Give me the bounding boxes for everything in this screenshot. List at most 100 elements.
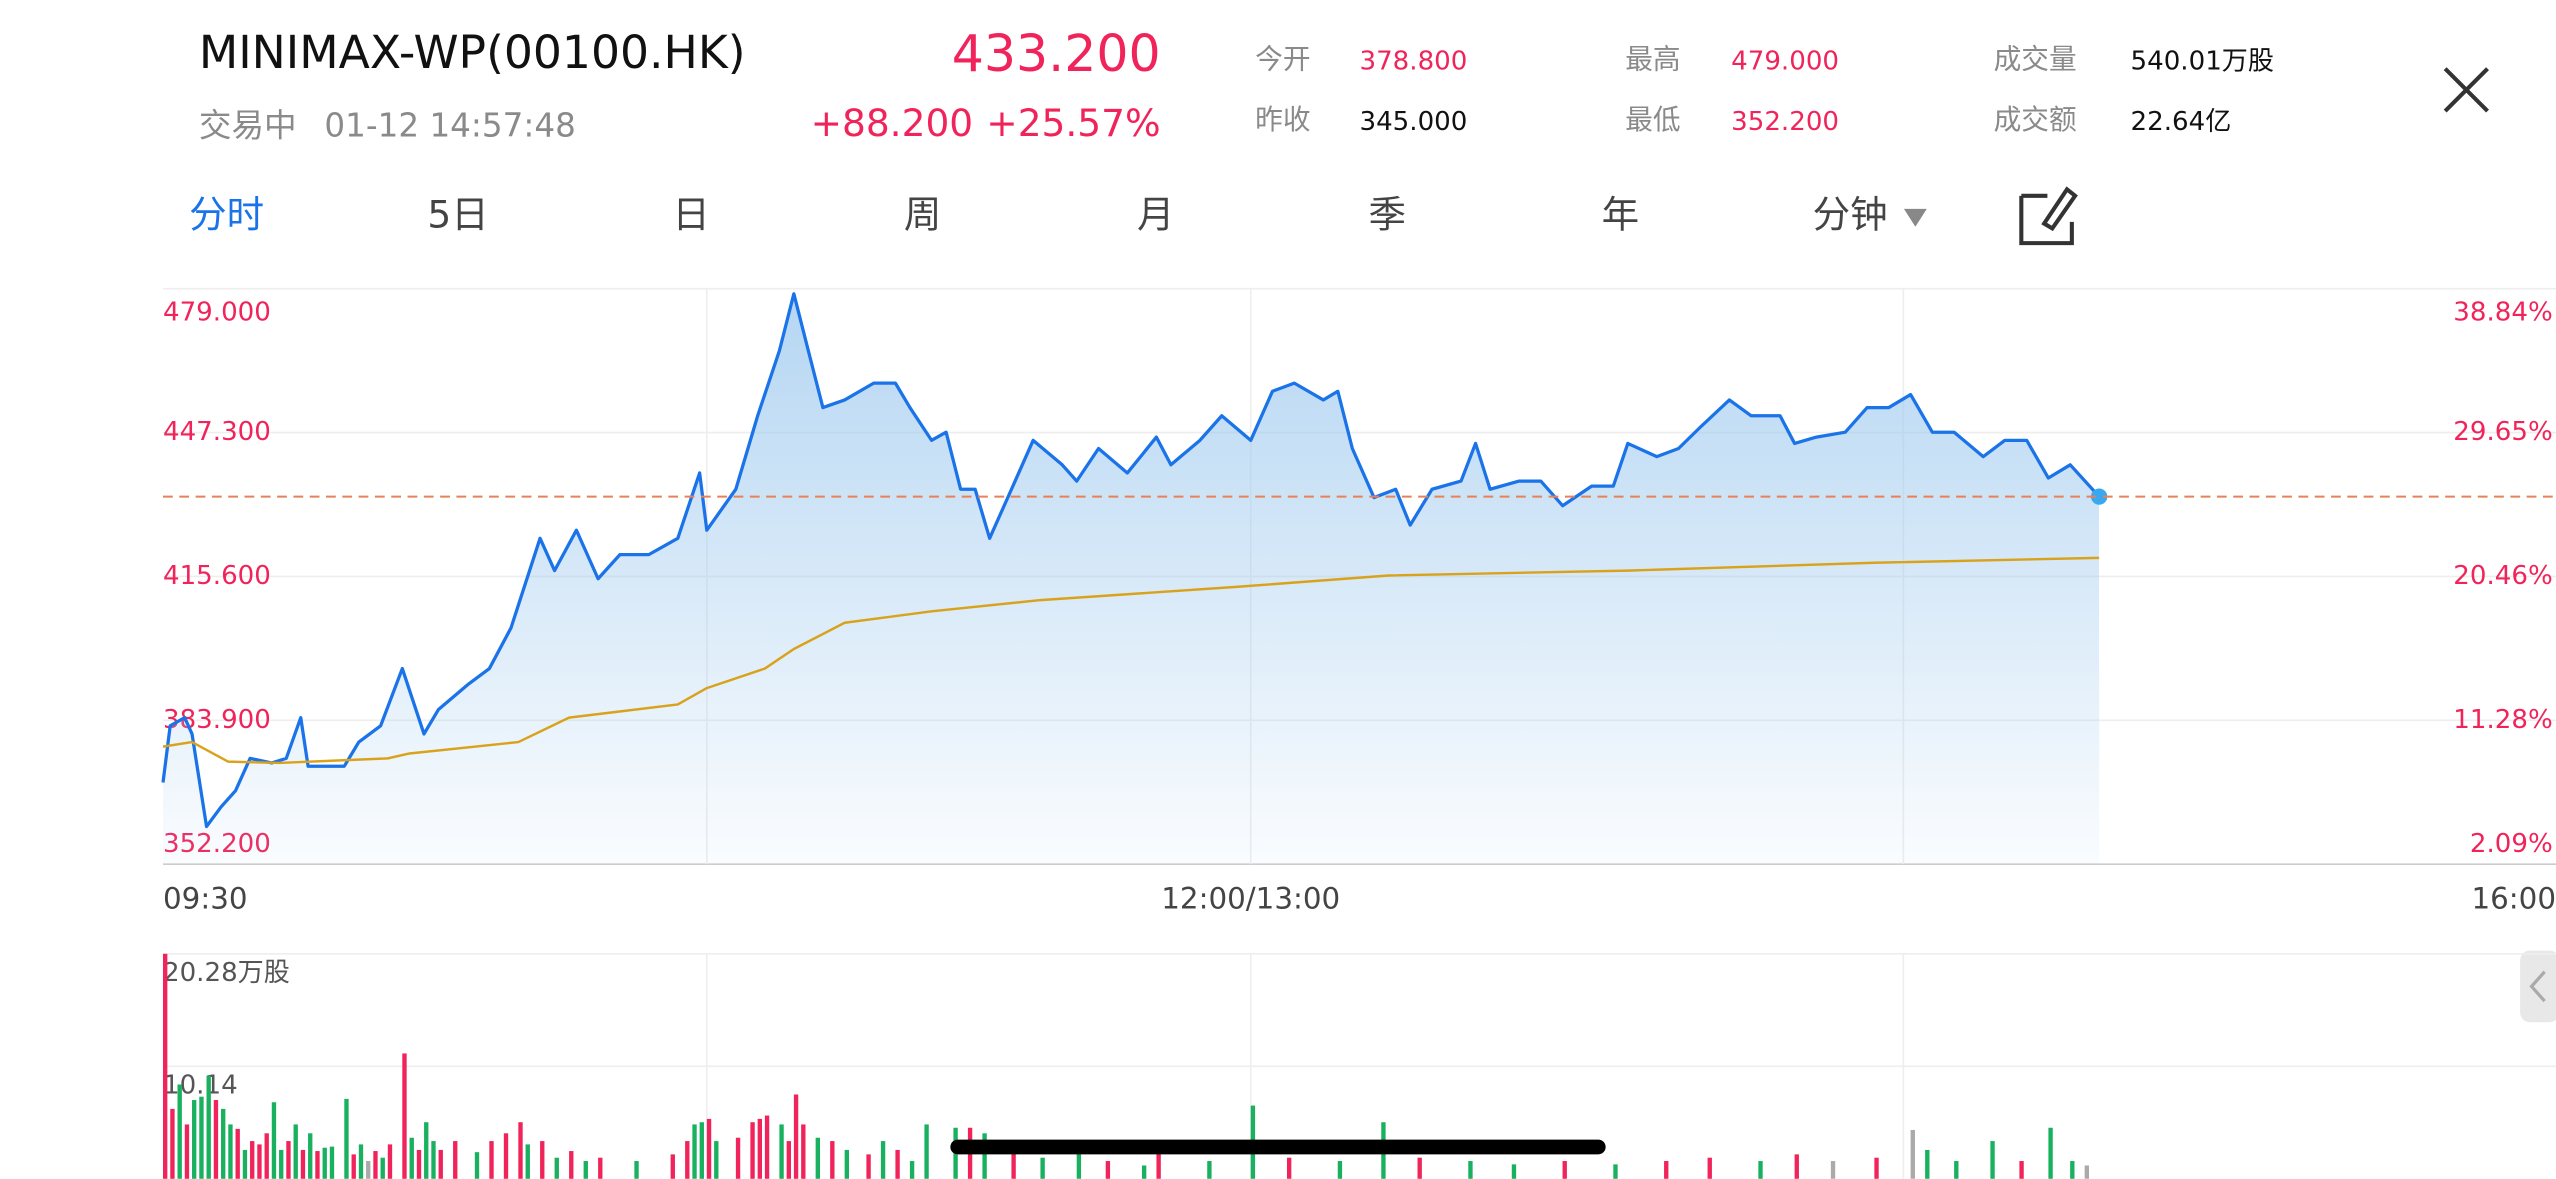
tab[interactable]: 周 xyxy=(904,193,942,237)
stat-label: 成交额 xyxy=(1994,103,2077,136)
volume-bar xyxy=(540,1141,545,1179)
volume-bar xyxy=(2084,1165,2090,1179)
volume-bar xyxy=(380,1157,385,1179)
draw-icon[interactable] xyxy=(2019,186,2078,246)
volume-bar xyxy=(409,1137,414,1179)
volume-bar xyxy=(1511,1164,1517,1179)
last-point xyxy=(2091,488,2108,505)
volume-bar xyxy=(358,1144,364,1179)
y2-tick-label: 29.65% xyxy=(2453,417,2552,447)
volume-bar xyxy=(453,1141,458,1179)
volume-bar xyxy=(1417,1157,1422,1179)
volume-bar xyxy=(286,1141,291,1179)
volume-bar xyxy=(438,1149,443,1179)
volume-bar xyxy=(1925,1149,1930,1179)
tab[interactable]: 日 xyxy=(672,193,710,237)
stat-label: 今开 xyxy=(1255,43,1310,76)
volume-bar xyxy=(1910,1129,1915,1179)
volume-bar xyxy=(213,1100,219,1179)
volume-bar xyxy=(300,1149,306,1179)
volume-bar xyxy=(387,1144,393,1179)
volume-bar xyxy=(1664,1161,1669,1179)
volume-bar xyxy=(206,1075,211,1179)
volume-bar xyxy=(1707,1157,1712,1179)
tab-active[interactable]: 分时 xyxy=(189,193,264,237)
volume-bar xyxy=(177,1084,182,1179)
volume-bar xyxy=(1990,1141,1995,1179)
volume-bar xyxy=(250,1141,255,1179)
volume-bar xyxy=(692,1124,697,1179)
volume-bar xyxy=(569,1151,574,1179)
volume-bar xyxy=(525,1144,530,1179)
volume-bar xyxy=(2019,1161,2024,1179)
y2-tick-label: 2.09% xyxy=(2470,829,2553,859)
volume-bar xyxy=(184,1124,190,1179)
volume-bar xyxy=(1874,1157,1879,1179)
stat-value: 479.000 xyxy=(1731,47,1839,77)
volume-bar xyxy=(1758,1161,1763,1179)
volume-bar xyxy=(909,1161,915,1179)
volume-bar xyxy=(424,1122,429,1179)
volume-bar xyxy=(242,1149,248,1179)
y-tick-label: 20.28万股 xyxy=(163,958,290,988)
volume-bar xyxy=(764,1115,770,1179)
volume-bar xyxy=(844,1149,850,1179)
y-tick-label: 415.600 xyxy=(163,561,271,591)
side-tab-arrow xyxy=(2529,970,2546,1003)
volume-bar xyxy=(866,1154,871,1179)
average-line xyxy=(162,556,2100,765)
tab[interactable]: 年 xyxy=(1602,193,1640,237)
stat-value: 378.800 xyxy=(1360,47,1468,77)
tab[interactable]: 5日 xyxy=(427,193,488,237)
volume-bar xyxy=(199,1096,204,1179)
volume-bar xyxy=(308,1133,313,1179)
volume-bar xyxy=(1141,1165,1147,1179)
volume-bar xyxy=(1613,1164,1618,1179)
price: 433.200 xyxy=(952,24,1161,83)
volume-bar xyxy=(779,1124,784,1179)
volume-bar xyxy=(750,1122,755,1179)
volume-bar xyxy=(554,1157,559,1179)
volume-bar xyxy=(416,1149,422,1179)
volume-bar xyxy=(1040,1157,1045,1179)
close-button[interactable] xyxy=(2443,67,2489,113)
volume-bar xyxy=(1337,1161,1343,1179)
volume-bar xyxy=(801,1124,806,1179)
volume-bar xyxy=(271,1102,277,1179)
stat-label: 最低 xyxy=(1625,103,1680,136)
volume-bar xyxy=(1562,1161,1567,1179)
y-tick-label: 447.300 xyxy=(163,417,271,447)
home-indicator xyxy=(950,1139,1606,1155)
price-area xyxy=(163,293,2100,865)
volume-bar xyxy=(257,1144,262,1179)
volume-bar xyxy=(2048,1127,2053,1179)
tab[interactable]: 季 xyxy=(1368,193,1406,237)
volume-bar xyxy=(1286,1157,1292,1179)
volume-bar xyxy=(1207,1161,1212,1179)
dropdown-arrow[interactable] xyxy=(1903,208,1927,227)
volume-bar xyxy=(685,1141,690,1179)
x-tick-label: 12:00/13:00 xyxy=(1161,882,1340,916)
volume-bar xyxy=(706,1118,712,1179)
volume-bar xyxy=(489,1141,494,1179)
stat-label: 成交量 xyxy=(1994,43,2077,76)
volume-bar xyxy=(228,1124,233,1179)
x-tick-label: 16:00 xyxy=(2471,882,2556,916)
volume-bar xyxy=(830,1141,835,1179)
volume-bar xyxy=(1468,1161,1473,1179)
tab[interactable]: 月 xyxy=(1137,193,1175,237)
volume-bar xyxy=(315,1151,320,1179)
volume-bar xyxy=(583,1161,588,1179)
volume-bar xyxy=(1830,1161,1836,1179)
tab[interactable]: 分钟 xyxy=(1813,193,1888,237)
volume-bar xyxy=(1011,1141,1016,1179)
y-tick-label: 10.14 xyxy=(163,1070,238,1100)
volume-bar xyxy=(351,1154,356,1179)
y-tick-label: 479.000 xyxy=(163,298,271,328)
side-tab[interactable] xyxy=(2520,950,2556,1023)
volume-bar xyxy=(1794,1154,1799,1179)
y2-tick-label: 11.28% xyxy=(2453,705,2552,735)
y2-tick-label: 38.84% xyxy=(2453,298,2552,328)
y2-tick-label: 20.46% xyxy=(2453,561,2552,591)
